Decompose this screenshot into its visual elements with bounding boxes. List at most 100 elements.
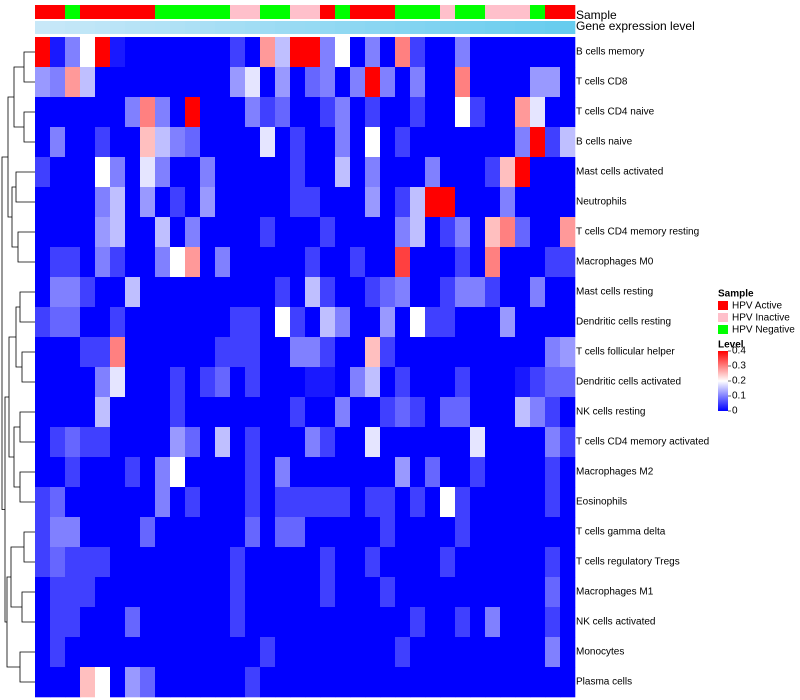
heatmap-cell	[215, 187, 231, 218]
level-tick-label: 0	[732, 406, 738, 417]
heatmap-cell	[80, 247, 96, 278]
heatmap-cell	[95, 517, 111, 548]
heatmap-cell	[290, 667, 306, 698]
heatmap-cell	[515, 667, 531, 698]
row-label: T cells CD4 naive	[576, 107, 655, 118]
heatmap-cell	[80, 397, 96, 428]
heatmap-cell	[245, 67, 261, 98]
heatmap-cell	[275, 127, 291, 158]
heatmap-cell	[95, 667, 111, 698]
heatmap-cell	[170, 667, 186, 698]
heatmap-cell	[530, 337, 546, 368]
heatmap-cell	[530, 97, 546, 128]
heatmap-cell	[170, 37, 186, 68]
heatmap-cell	[545, 637, 561, 668]
heatmap-cell	[95, 97, 111, 128]
heatmap-cell	[170, 217, 186, 248]
heatmap-cell	[440, 487, 456, 518]
heatmap-cell	[425, 337, 441, 368]
heatmap-cell	[470, 487, 486, 518]
heatmap-cell	[545, 517, 561, 548]
dendrogram-branch	[7, 96, 14, 218]
heatmap-cell	[515, 637, 531, 668]
heatmap-cell	[50, 367, 66, 398]
heatmap-cell	[245, 367, 261, 398]
heatmap-cell	[80, 127, 96, 158]
sample-annotation-cell	[185, 5, 201, 19]
expression-track-label: Gene expression level	[576, 19, 695, 33]
heatmap-cell	[410, 37, 426, 68]
heatmap-cell	[410, 667, 426, 698]
heatmap-cell	[335, 397, 351, 428]
heatmap-cell	[365, 607, 381, 638]
heatmap-cell	[35, 637, 51, 668]
heatmap-cell	[455, 517, 471, 548]
heatmap-cell	[410, 67, 426, 98]
heatmap-cell	[305, 187, 321, 218]
heatmap-cell	[560, 607, 576, 638]
heatmap-cell	[470, 187, 486, 218]
heatmap-cell	[125, 277, 141, 308]
heatmap-cell	[50, 127, 66, 158]
heatmap-cell	[155, 67, 171, 98]
heatmap-cell	[485, 427, 501, 458]
heatmap-cell	[275, 217, 291, 248]
sample-annotation-cell	[140, 5, 156, 19]
heatmap-cell	[275, 67, 291, 98]
heatmap-cell	[455, 37, 471, 68]
heatmap-cell	[560, 397, 576, 428]
heatmap-cell	[455, 637, 471, 668]
heatmap-cell	[185, 247, 201, 278]
heatmap-cell	[245, 547, 261, 578]
heatmap-cell	[335, 127, 351, 158]
heatmap-cell	[395, 607, 411, 638]
heatmap-cell	[110, 367, 126, 398]
expression-annotation-cell	[110, 21, 126, 34]
heatmap-cell	[275, 247, 291, 278]
heatmap-cell	[395, 67, 411, 98]
dendrogram-branch	[15, 306, 22, 368]
heatmap-cell	[485, 247, 501, 278]
heatmap-cell	[50, 577, 66, 608]
heatmap-cell	[320, 97, 336, 128]
row-labels: B cells memory T cells CD8 T cells CD4 nai…	[576, 47, 709, 688]
heatmap-cell	[275, 637, 291, 668]
heatmap-cell	[530, 427, 546, 458]
heatmap-cell	[380, 187, 396, 218]
heatmap-cell	[140, 307, 156, 338]
heatmap-cell	[350, 367, 366, 398]
row-label: Dendritic cells resting	[576, 317, 671, 328]
heatmap-cell	[140, 607, 156, 638]
heatmap-cell	[560, 337, 576, 368]
heatmap-cell	[425, 127, 441, 158]
heatmap-cell	[125, 367, 141, 398]
heatmap-cell	[65, 607, 81, 638]
heatmap-cell	[245, 37, 261, 68]
heatmap-cell	[425, 487, 441, 518]
heatmap-cell	[320, 577, 336, 608]
heatmap-cell	[215, 37, 231, 68]
heatmap-cell	[425, 637, 441, 668]
heatmap-cell	[215, 607, 231, 638]
sample-annotation-cell	[425, 5, 441, 19]
heatmap-cell	[65, 337, 81, 368]
heatmap-cell	[290, 67, 306, 98]
heatmap-cell	[200, 247, 216, 278]
heatmap-cell	[395, 127, 411, 158]
heatmap-cell	[470, 337, 486, 368]
heatmap-cell	[200, 157, 216, 188]
expression-annotation-cell	[425, 21, 441, 34]
heatmap-cell	[455, 577, 471, 608]
heatmap-cell	[275, 667, 291, 698]
row-label: Mast cells resting	[576, 287, 653, 298]
heatmap-cell	[275, 487, 291, 518]
row-label: Monocytes	[576, 647, 624, 658]
sample-annotation-cell	[125, 5, 141, 19]
heatmap-cell	[425, 367, 441, 398]
heatmap-cell	[245, 217, 261, 248]
heatmap-cell	[110, 337, 126, 368]
heatmap-cell	[560, 97, 576, 128]
heatmap-cell	[545, 247, 561, 278]
heatmap-cell	[500, 637, 516, 668]
expression-annotation-cell	[80, 21, 96, 34]
